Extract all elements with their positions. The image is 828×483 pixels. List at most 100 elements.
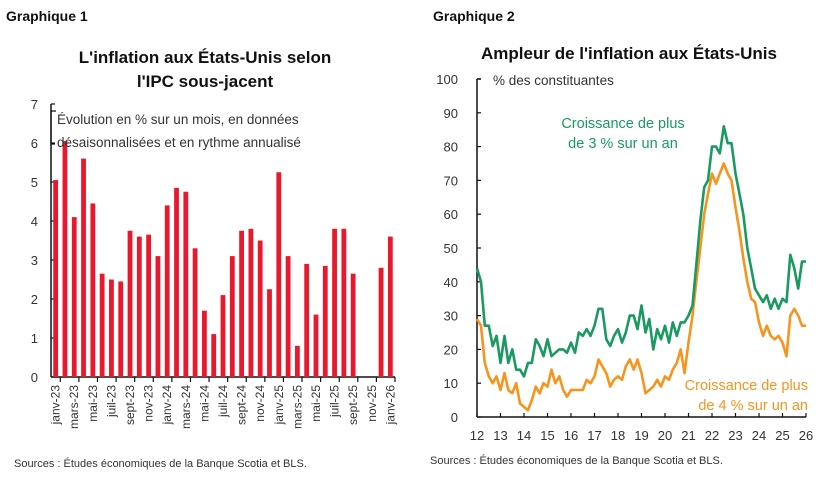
x-tick-label: mai-24: [197, 385, 211, 422]
bar: [109, 279, 114, 377]
bar: [118, 281, 124, 377]
bar: [81, 158, 86, 377]
y-tick-label: 7: [31, 97, 38, 112]
x-tick-label: janv-24: [160, 385, 174, 426]
bar: [378, 267, 384, 377]
x-tick-label: mars-24: [179, 385, 193, 429]
x-tick-label: 12: [470, 428, 484, 443]
bar: [136, 236, 142, 377]
bar: [183, 191, 189, 377]
y-tick-label: 100: [436, 72, 458, 87]
chart-2-plot: 0 10 20 30 40 50 60 70 80 90 100 12 13 14 15 16 17 18 19 20…: [436, 72, 813, 443]
series-label-3pct: Croissance de plus: [561, 116, 684, 132]
x-tick-label: juil-24: [216, 385, 230, 418]
bar: [127, 230, 133, 377]
bar: [211, 334, 217, 377]
x-tick-label: nov-24: [253, 385, 267, 422]
bar: [164, 205, 170, 377]
y-tick-label: 3: [31, 253, 38, 268]
line-series: [475, 162, 806, 412]
bar: [53, 180, 59, 377]
chart-2-source: Sources : Études économiques de la Banqu…: [430, 455, 723, 467]
y-tick-label: 5: [31, 175, 38, 190]
y-tick-label: 2: [31, 292, 38, 307]
bar: [350, 273, 356, 377]
bar: [220, 295, 226, 377]
bar: [304, 263, 310, 377]
series-label-4pct: Croissance de plus: [685, 378, 808, 394]
bar: [146, 234, 152, 377]
x-tick-label: 17: [587, 428, 601, 443]
chart-2-title: Ampleur de l'inflation aux États-Unis: [481, 44, 777, 63]
y-tick-label: 50: [444, 241, 458, 256]
x-tick-label: 13: [493, 428, 507, 443]
y-tick-label: 0: [31, 370, 38, 385]
bar: [62, 141, 68, 377]
bar: [341, 228, 347, 377]
chart-1-title: L'inflation aux États-Unis selon l'IPC s…: [78, 48, 332, 91]
bar: [174, 187, 179, 377]
y-tick-label: 20: [444, 342, 458, 357]
x-tick-label: 21: [681, 428, 695, 443]
bar: [229, 256, 235, 377]
x-tick-label: sept-23: [123, 385, 137, 425]
x-tick-label: 26: [799, 428, 813, 443]
chart-1-source: Sources : Études économiques de la Banqu…: [14, 458, 307, 470]
x-tick-label: 18: [611, 428, 625, 443]
x-tick-label: 16: [564, 428, 578, 443]
y-axis-label: % des constituantes: [493, 73, 614, 88]
series-label-3pct: de 3 % sur un an: [568, 136, 678, 152]
x-tick-label: mars-23: [67, 385, 81, 429]
x-tick-label: janv-25: [272, 385, 286, 426]
bar: [90, 203, 96, 377]
figure-label-2: Graphique 2: [433, 8, 515, 24]
y-tick-label: 70: [444, 173, 458, 188]
y-tick-label: 0: [451, 410, 458, 425]
bar: [276, 172, 282, 377]
figure-label-1: Graphique 1: [6, 8, 88, 24]
bar: [99, 273, 105, 377]
y-tick-label: 30: [444, 309, 458, 324]
bar: [71, 217, 77, 377]
x-tick-label: janv-23: [49, 385, 63, 426]
x-tick-label: nov-25: [365, 385, 379, 422]
line-series: [475, 125, 806, 378]
bar: [248, 228, 254, 377]
bar: [322, 265, 328, 377]
bar: [267, 289, 272, 377]
x-tick-label: juil-25: [328, 385, 342, 418]
x-tick-label: 22: [705, 428, 719, 443]
x-tick-label: sept-25: [346, 385, 360, 425]
bar: [332, 228, 337, 377]
x-tick-label: mai-23: [86, 385, 100, 422]
x-tick-label: nov-23: [142, 385, 156, 422]
bar: [257, 240, 263, 377]
y-tick-label: 6: [31, 136, 38, 151]
chart-1-panel: Graphique 1 L'inflation aux États-Unis s…: [6, 8, 398, 470]
x-tick-label: 25: [775, 428, 789, 443]
y-tick-label: 1: [31, 331, 38, 346]
y-tick-label: 40: [444, 275, 458, 290]
bar: [202, 310, 207, 377]
chart-1-plot: 0 1 2 3 4 5 6 7 janv-23 mars-23 mai-23 juil-23 sept-…: [31, 97, 398, 429]
x-tick-label: 14: [517, 428, 531, 443]
y-tick-label: 80: [444, 140, 458, 155]
bar: [285, 256, 291, 377]
x-tick-label: juil-23: [104, 385, 118, 418]
x-tick-label: mars-25: [290, 385, 304, 429]
x-tick-label: 20: [658, 428, 672, 443]
series-label-4pct: de 4 % sur un an: [698, 398, 808, 414]
y-tick-label: 90: [444, 106, 458, 121]
chart-2-panel: Graphique 2 Ampleur de l'inflation aux É…: [414, 0, 828, 483]
chart-1-subtitle: désaisonnalisées et en rythme annualisé: [57, 135, 301, 150]
bar: [239, 230, 244, 377]
x-tick-label: 19: [634, 428, 648, 443]
chart-1-subtitle: Évolution en % sur un mois, en données: [57, 112, 299, 127]
y-tick-label: 60: [444, 207, 458, 222]
bar: [192, 248, 198, 377]
x-tick-label: 15: [540, 428, 554, 443]
bar: [155, 256, 161, 377]
y-tick-label: 4: [31, 214, 38, 229]
x-tick-label: sept-24: [235, 385, 249, 425]
bar: [387, 236, 393, 377]
